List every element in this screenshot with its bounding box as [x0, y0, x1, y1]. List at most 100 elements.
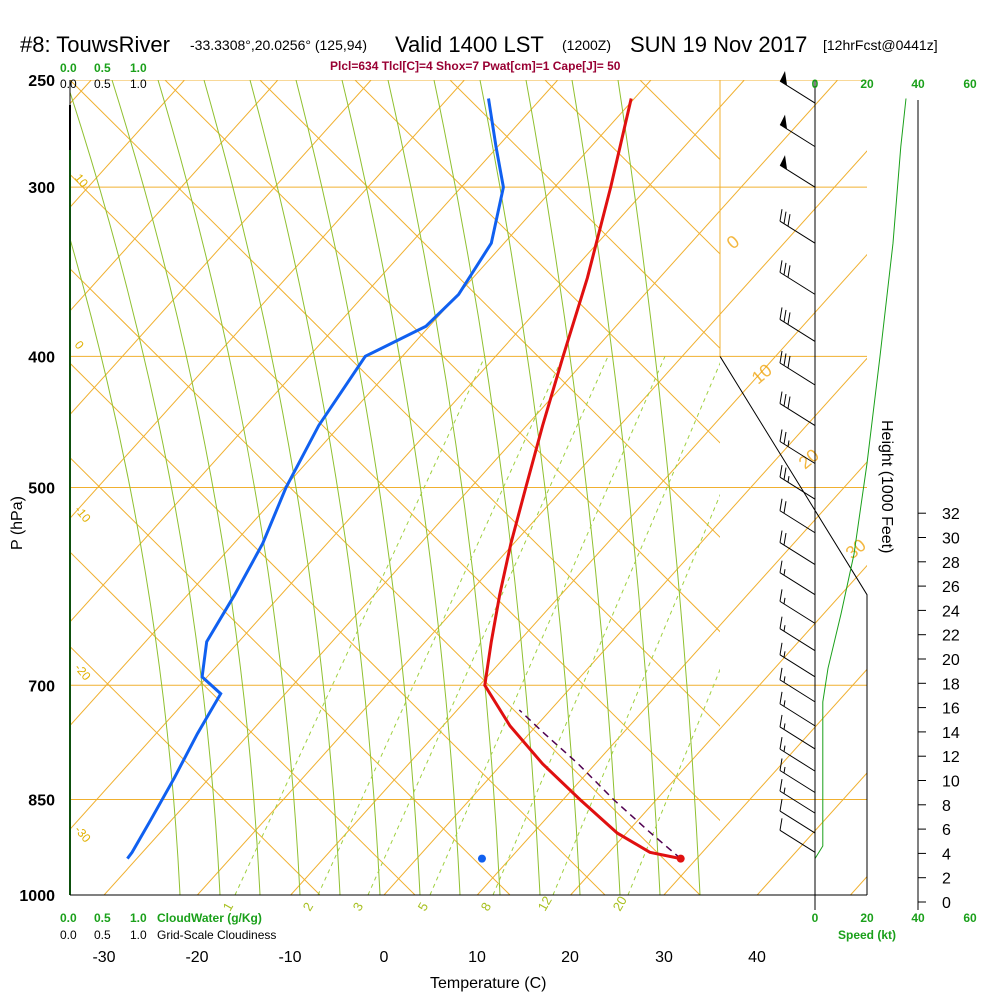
- isotherm-0: [383, 357, 867, 895]
- y2-axis-title: Height (1000 Feet): [878, 420, 895, 553]
- dry-adiabat-0: [70, 80, 720, 727]
- moist-adiabat-2: [111, 80, 261, 895]
- wind-barb: [779, 429, 816, 464]
- panel-cut: [719, 356, 868, 895]
- speed-top-tick: 60: [963, 77, 977, 91]
- p-tick-label: 400: [28, 349, 55, 366]
- mixing-ratio-5: [552, 493, 720, 895]
- wind-barb: [779, 589, 816, 624]
- mixing-ratio-label: 5: [415, 900, 432, 914]
- wind-barb: [779, 642, 816, 678]
- moist-adiabat-11: [525, 80, 621, 895]
- height-tick-label: 28: [942, 555, 960, 572]
- moist-adiabat-5: [249, 80, 381, 895]
- wind-speed-profile: [814, 98, 907, 859]
- surface-temperature-dot: [676, 854, 685, 863]
- mixing-ratio-label: 3: [350, 900, 367, 914]
- sounding-indices: Plcl=634 Tlcl[C]=4 Shox=7 Pwat[cm]=1 Cap…: [330, 59, 621, 73]
- surface-dewpoint-dot: [477, 854, 486, 863]
- dry-adiabat--5: [70, 551, 416, 895]
- mixing-ratio-3: [429, 356, 666, 895]
- isotherm--80: [70, 80, 372, 416]
- wind-barb: [779, 260, 816, 295]
- height-tick-label: 14: [942, 725, 960, 742]
- speed-bottom-tick: 40: [911, 911, 925, 925]
- moist-adiabat-9: [433, 80, 541, 895]
- series-parcel: [518, 709, 682, 860]
- wind-barb: [779, 209, 816, 244]
- height-tick-label: 20: [942, 652, 960, 669]
- moist-adiabat-8: [387, 80, 501, 895]
- wind-barb: [779, 779, 816, 814]
- axes-layer: -30 -20 -10 0 10 20 30 402503004005007008501000…: [19, 61, 977, 966]
- cloudwater-top-tick: 0.5: [94, 61, 111, 75]
- wind-barb: [779, 798, 816, 834]
- wind-barb: [779, 667, 816, 703]
- isotherm-50: [850, 875, 867, 895]
- wind-barb: [779, 465, 816, 500]
- isotherm--60: [70, 80, 559, 623]
- wind-barb: [779, 616, 816, 652]
- height-tick-label: 8: [942, 798, 951, 815]
- y-axis-title: P (hPa): [9, 496, 26, 550]
- wind-barb: [779, 758, 816, 793]
- wind-barb: [779, 71, 816, 104]
- x-tick-label: -20: [185, 949, 208, 966]
- isotherm--20: [197, 150, 867, 895]
- moist-adiabat-13: [617, 80, 701, 895]
- height-tick-label: 6: [942, 822, 951, 839]
- isotherm-label: 20: [795, 445, 823, 473]
- dry-adiabat-1: [164, 80, 720, 633]
- dry-adiabat--1: [70, 173, 720, 822]
- p-tick-label: 300: [28, 180, 55, 197]
- wind-barb: [779, 155, 816, 188]
- mixing-ratio-label: 12: [535, 893, 555, 913]
- cloudiness-top-tick: 0.0: [60, 77, 77, 91]
- mixing-ratio-0: [234, 356, 486, 895]
- cloudwater-bottom-tick: 0.0: [60, 911, 77, 925]
- moist-adiabat-7: [341, 80, 461, 895]
- moist-adiabat-12: [571, 80, 661, 895]
- cloudwater-top-tick: 1.0: [130, 61, 147, 75]
- x-tick-label: -30: [92, 949, 115, 966]
- station-title: #8: TouwsRiver: [20, 32, 170, 57]
- adiabat-label: -20: [72, 661, 94, 684]
- height-tick-label: 18: [942, 676, 960, 693]
- cloudiness-bottom-tick: 0.5: [94, 928, 111, 942]
- x-tick-label: 0: [380, 949, 389, 966]
- dry-adiabat--3: [70, 362, 606, 895]
- p-tick-label: 700: [28, 678, 55, 695]
- cloudwater-bottom-tick: 1.0: [130, 911, 147, 925]
- wind-barb: [779, 737, 816, 772]
- cloudiness-bottom-tick: 1.0: [130, 928, 147, 942]
- wind-barb: [779, 714, 816, 750]
- station-coords: -33.3308°,20.0256° (125,94): [190, 37, 367, 53]
- wind-barb: [779, 818, 816, 853]
- mixing-ratio-label: 8: [478, 900, 495, 914]
- dry-adiabat--2: [70, 268, 701, 895]
- height-tick-label: 2: [942, 871, 951, 888]
- cloudiness-bottom-tick: 0.0: [60, 928, 77, 942]
- speed-top-tick: 20: [860, 77, 874, 91]
- x-axis-title: Temperature (C): [430, 975, 546, 992]
- isotherm--90: [70, 80, 279, 312]
- series-temperature: [483, 98, 682, 861]
- dry-adiabat--4: [70, 456, 511, 895]
- dry-adiabat-9: [925, 80, 1000, 895]
- height-tick-label: 10: [942, 774, 960, 791]
- isotherm--30: [103, 80, 838, 895]
- height-tick-label: 30: [942, 531, 960, 548]
- mixing-ratio-2: [367, 356, 609, 895]
- mixing-ratio-6: [627, 668, 720, 895]
- cloudwater-top-tick: 0.0: [60, 61, 77, 75]
- valid-date: SUN 19 Nov 2017: [630, 32, 807, 57]
- height-tick-label: 24: [942, 603, 960, 620]
- series-dewpoint: [126, 98, 505, 860]
- isotherm-10: [476, 461, 867, 895]
- mixing-ratio-label: 2: [300, 900, 317, 914]
- height-tick-label: 16: [942, 701, 960, 718]
- x-tick-label: 30: [655, 949, 673, 966]
- speed-bottom-tick: 20: [860, 911, 874, 925]
